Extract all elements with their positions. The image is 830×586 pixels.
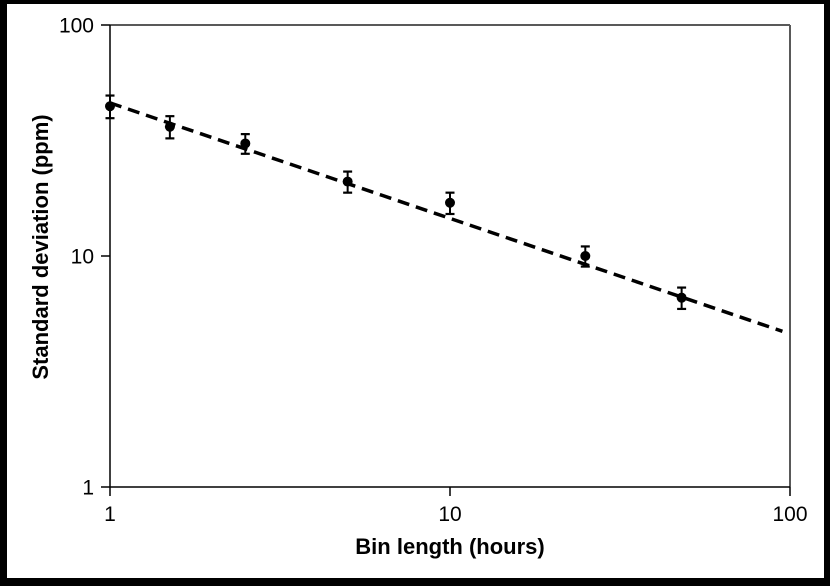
data-point-marker <box>105 101 115 112</box>
y-tick-label: 100 <box>59 15 94 38</box>
x-tick-label: 1 <box>104 503 116 526</box>
x-tick-label: 10 <box>438 503 461 526</box>
data-point-marker <box>580 251 591 261</box>
chart-canvas <box>7 4 824 578</box>
data-point-marker <box>240 138 251 149</box>
data-point-marker <box>676 292 687 303</box>
x-tick-label: 100 <box>772 503 807 526</box>
y-tick-label: 10 <box>71 246 94 269</box>
data-point-marker <box>445 197 455 208</box>
y-tick-label: 1 <box>82 477 94 500</box>
trend-line <box>109 101 783 333</box>
x-axis-title: Bin length (hours) <box>355 534 545 559</box>
y-axis-title: Standard deviation (ppm) <box>28 114 53 380</box>
data-point-marker <box>164 121 175 132</box>
data-point-marker <box>342 176 353 187</box>
